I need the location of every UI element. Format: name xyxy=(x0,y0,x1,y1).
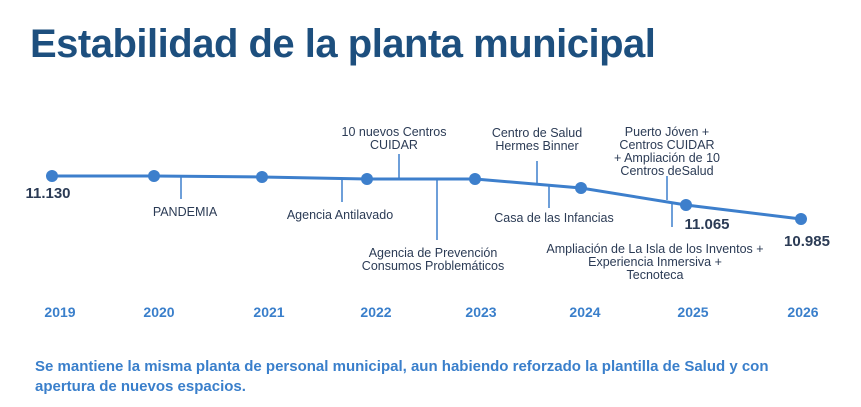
event-pandemia: PANDEMIA xyxy=(152,205,218,219)
event-agencia-prevencion: Agencia de Prevención Consumos Problemáti… xyxy=(361,246,505,273)
point-2025 xyxy=(680,199,692,211)
event-casa-infancias: Casa de las Infancias xyxy=(494,211,614,225)
event-agencia-antilavado: Agencia Antilavado xyxy=(286,208,394,222)
year-2025: 2025 xyxy=(677,304,709,320)
footer-note: Se mantiene la misma planta de personal … xyxy=(35,358,769,395)
value-label-2026: 10.985 xyxy=(784,233,830,250)
point-2020 xyxy=(148,170,160,182)
event-centros-cuidar: 10 nuevos Centros CUIDAR xyxy=(341,125,447,152)
event-puerto-joven: Puerto Jóven + Centros CUIDAR + Ampliación… xyxy=(614,125,720,178)
value-label-2019: 11.130 xyxy=(25,185,71,202)
series-line xyxy=(52,174,802,221)
point-2026 xyxy=(795,213,807,225)
year-2020: 2020 xyxy=(143,304,175,320)
page-title: Estabilidad de la planta municipal xyxy=(30,22,656,66)
point-2021 xyxy=(256,171,268,183)
event-centro-salud-hermes: Centro de Salud Hermes Binner xyxy=(491,126,583,153)
year-2023: 2023 xyxy=(465,304,497,320)
year-2026: 2026 xyxy=(787,304,819,320)
year-2024: 2024 xyxy=(569,304,601,320)
point-2019 xyxy=(46,170,58,182)
point-2023 xyxy=(469,173,481,185)
value-label-2025: 11.065 xyxy=(684,216,730,233)
year-2019: 2019 xyxy=(44,304,76,320)
point-2022 xyxy=(361,173,373,185)
year-2021: 2021 xyxy=(253,304,285,320)
point-2024 xyxy=(575,182,587,194)
year-2022: 2022 xyxy=(360,304,392,320)
event-isla-inventos: Ampliación de La Isla de los Inventos + E… xyxy=(546,242,764,282)
